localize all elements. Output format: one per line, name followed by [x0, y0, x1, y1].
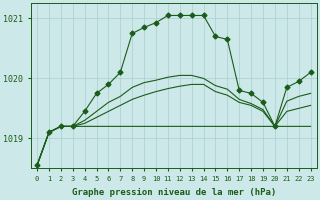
X-axis label: Graphe pression niveau de la mer (hPa): Graphe pression niveau de la mer (hPa) — [72, 188, 276, 197]
